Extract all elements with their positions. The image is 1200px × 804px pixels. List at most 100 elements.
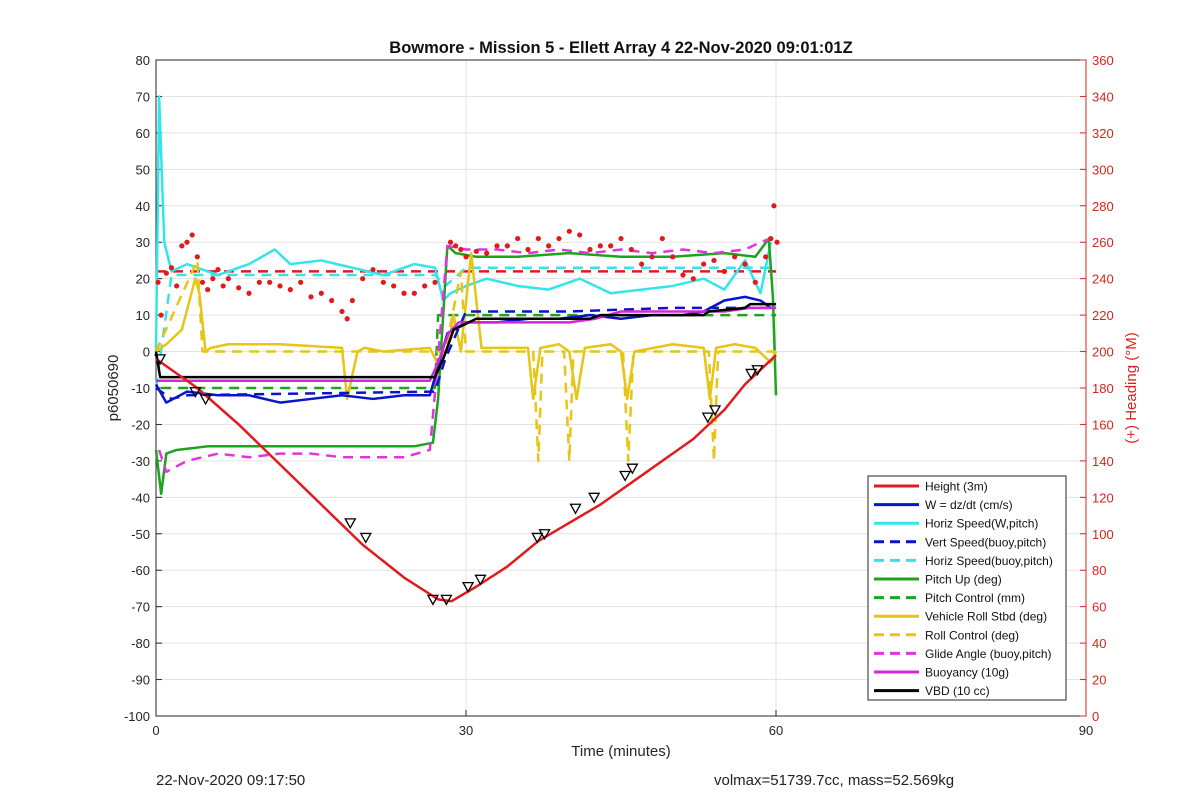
heading-point [344,316,350,322]
y-tick-label: -70 [131,600,150,615]
heading-point [179,243,185,249]
heading-point [659,235,665,242]
y-tick-label: 50 [136,162,150,177]
heading-point [184,239,190,245]
series-layer [154,95,778,603]
heading-point [515,235,521,242]
heading-point [556,235,562,242]
heading-point [639,261,645,267]
legend-label: W = dz/dt (cm/s) [925,498,1013,512]
legend-label: Horiz Speed(buoy,pitch) [925,554,1053,568]
y-tick-label: 10 [136,308,150,323]
y2-tick-label: 280 [1092,199,1114,214]
x-tick-label: 0 [152,723,159,738]
y2-tick-label: 320 [1092,126,1114,141]
heading-point [422,283,428,289]
footer-volmax-mass: volmax=51739.7cc, mass=52.569kg [714,772,955,789]
heading-point [690,276,696,282]
legend-box [867,475,1067,701]
heading-point [546,243,552,249]
y2-tick-label: 240 [1092,272,1114,287]
footer-timestamp: 22-Nov-2020 09:17:50 [156,772,306,789]
heading-point [329,297,335,304]
legend-label: Buoyancy (10g) [925,666,1009,680]
y-tick-label: 60 [136,126,150,141]
ticks-layer: 80706050403020100-10-20-30-40-50-60-70-8… [124,53,1114,738]
y-tick-label: -100 [124,709,150,724]
legend-label: VBD (10 cc) [925,684,990,698]
y2-tick-label: 80 [1092,563,1106,578]
y2-tick-label: 360 [1092,53,1114,68]
waypoint-marker [569,503,582,515]
x-axis-label: Time (minutes) [571,743,670,760]
heading-point [763,254,769,260]
waypoint-marker [199,394,212,406]
heading-point [458,246,464,253]
heading-point [473,248,479,254]
y2-tick-label: 220 [1092,308,1114,323]
y2-tick-label: 160 [1092,417,1114,432]
heading-point [566,228,572,234]
heading-point [267,279,273,285]
y2-tick-label: 20 [1092,673,1106,688]
heading-point [189,232,195,238]
heading-point [768,235,774,242]
heading-point [587,246,593,253]
heading-point [453,243,459,249]
heading-point [721,268,727,274]
x-tick-label: 90 [1079,723,1093,738]
waypoint-marker [619,470,632,482]
legend-label: Height (3m) [925,480,988,494]
heading-point [225,276,231,282]
heading-point [155,279,161,285]
waypoint-marker [359,532,372,544]
y-tick-label: -90 [131,673,150,688]
y-tick-label: -20 [131,417,150,432]
legend-label: Pitch Control (mm) [925,591,1025,605]
waypoint-marker [708,405,722,417]
y2-axis-label: (+) Heading (°M) [1123,332,1140,443]
heading-point [256,279,262,285]
heading-point [168,265,175,271]
y-tick-label: 70 [136,89,150,104]
heading-point [194,254,200,260]
y2-tick-label: 340 [1092,89,1114,104]
x-tick-label: 60 [769,723,783,738]
heading-point [494,243,500,249]
series-line-roll [155,251,778,401]
y2-tick-label: 60 [1092,600,1106,615]
waypoint-marker [426,594,440,606]
legend: Height (3m) W = dz/dt (cm/s) Horiz Speed(W… [867,475,1067,701]
legend-label: Vert Speed(buoy,pitch) [925,535,1046,549]
waypoint-marker [189,386,202,398]
heading-point [752,279,758,285]
waypoint-marker [538,529,551,541]
y2-tick-label: 100 [1092,527,1114,542]
series-line-horiz [154,95,773,352]
heading-point [771,203,777,209]
y-tick-label: 40 [136,199,150,214]
heading-point [210,276,216,282]
heading-point [577,232,583,238]
y2-tick-label: 300 [1092,162,1114,177]
series-line-w-dashed [155,306,776,401]
heading-point [504,243,510,249]
heading-point [391,283,397,289]
y-axis-label: p6050690 [105,355,122,422]
heading-point [432,279,438,285]
heading-point [597,243,603,249]
heading-point [236,285,242,291]
y2-tick-label: 120 [1092,490,1114,505]
y2-tick-label: 40 [1092,636,1106,651]
waypoint-marker [626,463,639,475]
series-line-buoyancy [156,306,776,382]
y-tick-label: 20 [136,272,150,287]
heading-point [680,272,686,278]
heading-point [163,270,169,276]
heading-point [411,290,417,296]
heading-point [158,312,164,318]
heading-point [401,290,407,296]
y2-tick-label: 180 [1092,381,1114,396]
waypoint-marker [531,532,544,544]
heading-point [246,290,252,296]
